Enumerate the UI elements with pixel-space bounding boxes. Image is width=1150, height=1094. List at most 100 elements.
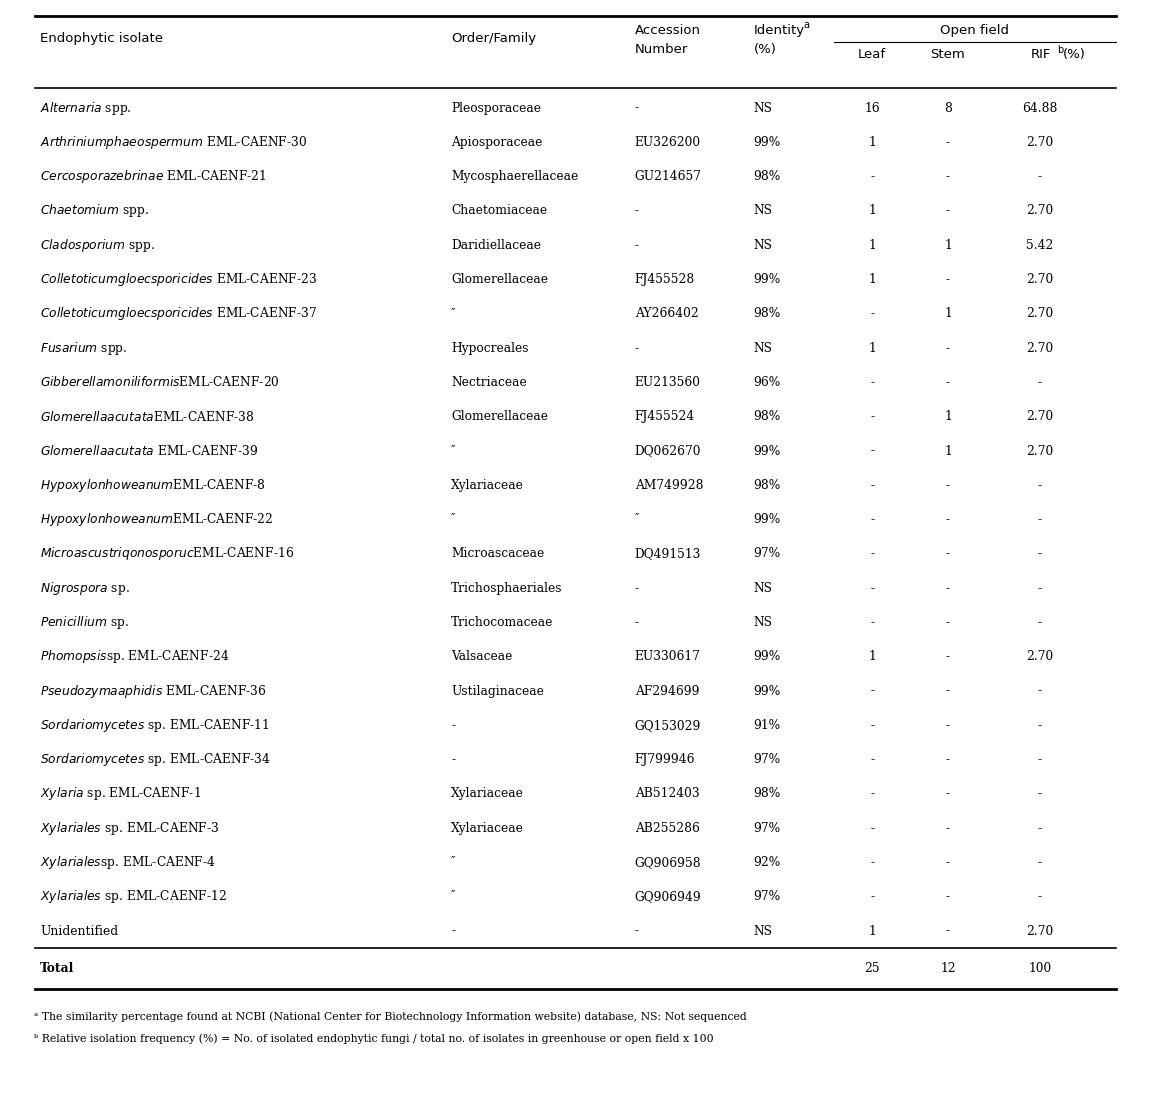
Text: Unidentified: Unidentified xyxy=(40,924,118,938)
Text: Microascaceae: Microascaceae xyxy=(451,547,544,560)
Text: -: - xyxy=(871,788,874,801)
Text: -: - xyxy=(1037,171,1042,183)
Text: $\it{Sordariomycetes}$ sp. EML-CAENF-11: $\it{Sordariomycetes}$ sp. EML-CAENF-11 xyxy=(40,717,270,734)
Text: Identity: Identity xyxy=(753,24,805,37)
Text: Leaf: Leaf xyxy=(858,48,887,61)
Text: a: a xyxy=(803,20,810,31)
Text: 99%: 99% xyxy=(753,444,781,457)
Text: 5.42: 5.42 xyxy=(1026,238,1053,252)
Text: 97%: 97% xyxy=(753,753,781,766)
Text: $\it{Xylariales}$ sp. EML-CAENF-3: $\it{Xylariales}$ sp. EML-CAENF-3 xyxy=(40,819,220,837)
Text: 98%: 98% xyxy=(753,479,781,492)
Text: $\it{Xylariales}$sp. EML-CAENF-4: $\it{Xylariales}$sp. EML-CAENF-4 xyxy=(40,854,216,871)
Text: Chaetomiaceae: Chaetomiaceae xyxy=(451,205,547,218)
Text: -: - xyxy=(635,238,639,252)
Text: 99%: 99% xyxy=(753,685,781,698)
Text: Hypocreales: Hypocreales xyxy=(451,341,529,354)
Text: Order/Family: Order/Family xyxy=(451,32,536,45)
Text: -: - xyxy=(1037,547,1042,560)
Text: GQ906949: GQ906949 xyxy=(635,891,702,904)
Text: 1: 1 xyxy=(868,341,876,354)
Text: -: - xyxy=(635,616,639,629)
Text: -: - xyxy=(946,616,950,629)
Text: (%): (%) xyxy=(1063,48,1086,61)
Text: -: - xyxy=(871,444,874,457)
Text: -: - xyxy=(871,891,874,904)
Text: GQ906958: GQ906958 xyxy=(635,856,702,869)
Text: Glomerellaceae: Glomerellaceae xyxy=(451,274,549,286)
Text: -: - xyxy=(871,685,874,698)
Text: 1: 1 xyxy=(868,238,876,252)
Text: 2.70: 2.70 xyxy=(1026,274,1053,286)
Text: $\it{Microascustriqonosporuc}$EML-CAENF-16: $\it{Microascustriqonosporuc}$EML-CAENF-… xyxy=(40,546,294,562)
Text: 2.70: 2.70 xyxy=(1026,444,1053,457)
Text: Accession: Accession xyxy=(635,24,700,37)
Text: $\it{Chaetomium}$ spp.: $\it{Chaetomium}$ spp. xyxy=(40,202,150,220)
Text: -: - xyxy=(871,753,874,766)
Text: 2.70: 2.70 xyxy=(1026,307,1053,321)
Text: -: - xyxy=(946,891,950,904)
Text: DQ491513: DQ491513 xyxy=(635,547,702,560)
Text: $\it{Glomerellaacutata}$EML-CAENF-38: $\it{Glomerellaacutata}$EML-CAENF-38 xyxy=(40,410,254,423)
Text: -: - xyxy=(871,376,874,389)
Text: -: - xyxy=(871,410,874,423)
Text: $\it{Hypoxylonhoweanum}$EML-CAENF-8: $\it{Hypoxylonhoweanum}$EML-CAENF-8 xyxy=(40,477,267,493)
Text: 1: 1 xyxy=(868,205,876,218)
Text: ″: ″ xyxy=(451,444,455,457)
Text: 100: 100 xyxy=(1028,963,1051,976)
Text: Open field: Open field xyxy=(941,24,1010,37)
Text: FJ455528: FJ455528 xyxy=(635,274,695,286)
Text: 1: 1 xyxy=(944,238,952,252)
Text: -: - xyxy=(946,753,950,766)
Text: -: - xyxy=(946,582,950,595)
Text: GU214657: GU214657 xyxy=(635,171,702,183)
Text: $\it{Cercospora zebrinae}$ EML-CAENF-21: $\it{Cercospora zebrinae}$ EML-CAENF-21 xyxy=(40,168,267,185)
Text: Pleosporaceae: Pleosporaceae xyxy=(451,102,540,115)
Text: 1: 1 xyxy=(868,924,876,938)
Text: Apiosporaceae: Apiosporaceae xyxy=(451,136,543,149)
Text: -: - xyxy=(1037,513,1042,526)
Text: 92%: 92% xyxy=(753,856,781,869)
Text: 98%: 98% xyxy=(753,307,781,321)
Text: 1: 1 xyxy=(868,136,876,149)
Text: Number: Number xyxy=(635,43,688,56)
Text: -: - xyxy=(946,685,950,698)
Text: -: - xyxy=(871,582,874,595)
Text: -: - xyxy=(946,479,950,492)
Text: -: - xyxy=(946,856,950,869)
Text: $\it{Sordariomycetes}$ sp. EML-CAENF-34: $\it{Sordariomycetes}$ sp. EML-CAENF-34 xyxy=(40,752,271,768)
Text: -: - xyxy=(946,650,950,663)
Text: 2.70: 2.70 xyxy=(1026,650,1053,663)
Text: Mycosphaerellaceae: Mycosphaerellaceae xyxy=(451,171,578,183)
Text: -: - xyxy=(946,547,950,560)
Text: Xylariaceae: Xylariaceae xyxy=(451,822,524,835)
Text: Trichosphaeriales: Trichosphaeriales xyxy=(451,582,562,595)
Text: AM749928: AM749928 xyxy=(635,479,704,492)
Text: -: - xyxy=(946,513,950,526)
Text: ″: ″ xyxy=(451,891,455,904)
Text: -: - xyxy=(635,341,639,354)
Text: -: - xyxy=(946,341,950,354)
Text: -: - xyxy=(946,788,950,801)
Text: -: - xyxy=(1037,856,1042,869)
Text: -: - xyxy=(871,307,874,321)
Text: NS: NS xyxy=(753,238,773,252)
Text: $\it{Arthrinium phaeospermum}$ EML-CAENF-30: $\it{Arthrinium phaeospermum}$ EML-CAENF… xyxy=(40,133,307,151)
Text: ″: ″ xyxy=(451,856,455,869)
Text: EU213560: EU213560 xyxy=(635,376,700,389)
Text: 1: 1 xyxy=(944,444,952,457)
Text: EU330617: EU330617 xyxy=(635,650,700,663)
Text: NS: NS xyxy=(753,582,773,595)
Text: -: - xyxy=(1037,822,1042,835)
Text: -: - xyxy=(871,171,874,183)
Text: NS: NS xyxy=(753,102,773,115)
Text: ᵇ Relative isolation frequency (%) = No. of isolated endophytic fungi / total no: ᵇ Relative isolation frequency (%) = No.… xyxy=(34,1034,714,1044)
Text: 12: 12 xyxy=(941,963,956,976)
Text: Trichocomaceae: Trichocomaceae xyxy=(451,616,553,629)
Text: -: - xyxy=(635,582,639,595)
Text: Stem: Stem xyxy=(930,48,965,61)
Text: -: - xyxy=(946,274,950,286)
Text: -: - xyxy=(946,171,950,183)
Text: $\it{Nigrospora}$ sp.: $\it{Nigrospora}$ sp. xyxy=(40,580,130,596)
Text: -: - xyxy=(635,102,639,115)
